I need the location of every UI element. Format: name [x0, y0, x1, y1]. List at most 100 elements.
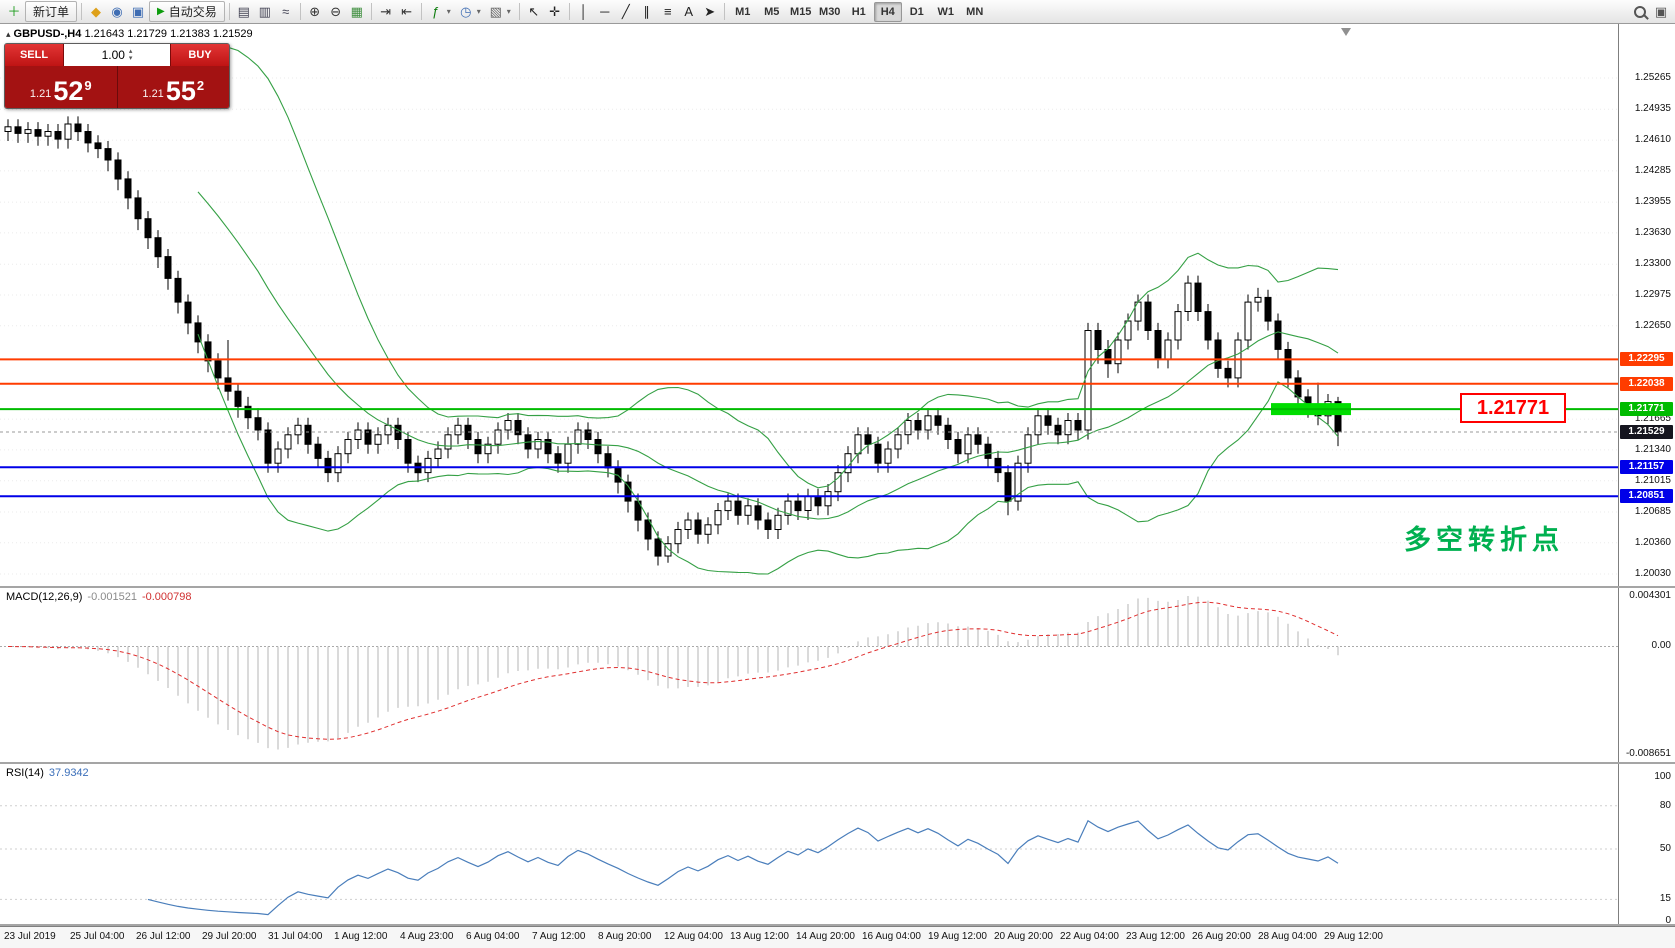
guide-icon[interactable]: ◆	[91, 3, 102, 19]
arrows-icon[interactable]: ➤	[704, 3, 716, 19]
templates-icon[interactable]: ▧	[489, 3, 502, 19]
price-badge-1.21157[interactable]: 1.21157	[1620, 460, 1673, 474]
candlestick-chart-icon[interactable]: ▥	[258, 3, 271, 19]
macd-panel[interactable]: MACD(12,26,9) -0.001521 -0.000798	[0, 588, 1618, 762]
rsi-axis-80: 80	[1659, 800, 1671, 811]
cursor-icon[interactable]: ↖	[528, 3, 540, 19]
sell-button[interactable]: SELL	[5, 44, 63, 66]
toolbar: ＋新订单 ◆ ◉ ▣ ▶ 自动交易 ▤ ▥ ≈ ⊕ ⊖ ▦ ⇥ ⇤ ƒ ▾ ◷ ▾ ▧ ▾ ↖ ✛ │ ─ ╱ ∥ ≡ A ➤ M1 M5 M…	[0, 0, 1675, 24]
periods-icon[interactable]: ◷	[460, 3, 472, 19]
price-tick-label: 1.23955	[1634, 196, 1671, 207]
channel-icon[interactable]: ∥	[643, 3, 650, 19]
chart-shift-marker	[1341, 28, 1351, 36]
timeframe-m1[interactable]: M1	[735, 5, 751, 18]
ohlc-readout: 1.21643 1.21729 1.21383 1.21529	[84, 28, 253, 40]
dropdown-caret-icon[interactable]: ▾	[506, 7, 511, 16]
rsi-chart	[0, 764, 1618, 924]
autotrade-button[interactable]: ▶ 自动交易	[149, 1, 225, 22]
time-label: 20 Aug 20:00	[994, 931, 1053, 942]
bar-chart-icon[interactable]: ▤	[237, 3, 250, 19]
crosshair-icon[interactable]: ✛	[549, 3, 561, 19]
bid-price[interactable]: 1.21 52 9	[5, 66, 118, 108]
time-label: 1 Aug 12:00	[334, 931, 388, 942]
main-chart-panel[interactable]: ▴ GBPUSD-,H4 1.21643 1.21729 1.21383 1.21…	[0, 24, 1618, 586]
profile-icon[interactable]: ◉	[111, 3, 123, 19]
indicators-icon[interactable]: ƒ	[432, 3, 440, 19]
timeframe-d1[interactable]: D1	[909, 5, 924, 18]
timeframe-h1[interactable]: H1	[851, 5, 866, 18]
time-label: 31 Jul 04:00	[268, 931, 323, 942]
volume-input[interactable]: 1.00 ▴ ▾	[63, 44, 171, 66]
timeframe-mn[interactable]: MN	[966, 5, 984, 18]
search-icon[interactable]	[1630, 2, 1650, 22]
new-order-button[interactable]: 新订单	[25, 1, 78, 22]
toolbar-divider	[723, 3, 725, 20]
time-label: 29 Aug 12:00	[1324, 931, 1383, 942]
price-level-label[interactable]: 1.21771	[1460, 393, 1566, 423]
price-tick-label: 1.20360	[1634, 537, 1671, 548]
timeframe-m5[interactable]: M5	[764, 5, 780, 18]
time-label: 13 Aug 12:00	[730, 931, 789, 942]
price-tick-label: 1.24935	[1634, 103, 1671, 114]
price-badge-1.22038[interactable]: 1.22038	[1620, 377, 1673, 391]
price-badge-1.21771[interactable]: 1.21771	[1620, 402, 1673, 416]
timeframe-m30[interactable]: M30	[819, 5, 841, 18]
price-badge-1.21529[interactable]: 1.21529	[1620, 425, 1673, 439]
layout-icon[interactable]: ▣	[1654, 3, 1668, 19]
vertical-line-icon[interactable]: │	[579, 3, 588, 19]
autotrade-button-label: 自动交易	[168, 5, 217, 19]
panel-separator[interactable]	[0, 762, 1675, 764]
price-tick-label: 1.21015	[1634, 475, 1671, 486]
ask-price[interactable]: 1.21 55 2	[142, 76, 205, 106]
auto-scroll-icon[interactable]: ⇥	[380, 3, 392, 19]
rsi-axis-15: 15	[1659, 893, 1671, 904]
text-icon[interactable]: A	[684, 3, 694, 19]
volume-up-icon[interactable]: ▴	[128, 48, 133, 55]
time-label: 4 Aug 23:00	[400, 931, 454, 942]
dropdown-caret-icon[interactable]: ▾	[446, 7, 451, 16]
price-axis[interactable]: 1.25265 1.24935 1.24610 1.24285 1.23955 1.236…	[1618, 24, 1675, 926]
timeframe-m15[interactable]: M15	[790, 5, 812, 18]
panel-separator[interactable]	[0, 586, 1675, 588]
time-axis[interactable]: 23 Jul 2019 25 Jul 04:00 26 Jul 12:00 29 Ju…	[0, 926, 1675, 948]
price-tick-label: 1.22975	[1634, 289, 1671, 300]
timeframe-h4[interactable]: H4	[873, 1, 902, 22]
zoom-in-icon[interactable]: ⊕	[309, 3, 321, 19]
rsi-axis-50: 50	[1659, 843, 1671, 854]
price-tick-label: 1.23630	[1634, 227, 1671, 238]
volume-down-icon[interactable]: ▾	[128, 55, 133, 62]
rsi-axis-0: 0	[1665, 915, 1671, 926]
price-badge-1.22295[interactable]: 1.22295	[1620, 352, 1673, 366]
buy-button[interactable]: BUY	[171, 44, 229, 66]
macd-axis-max: 0.004301	[1629, 590, 1671, 601]
tile-windows-icon[interactable]: ▦	[350, 3, 363, 19]
chart-shift-icon[interactable]: ⇤	[401, 3, 413, 19]
rsi-panel[interactable]: RSI(14) 37.9342	[0, 764, 1618, 924]
fibonacci-icon[interactable]: ≡	[663, 3, 672, 19]
timeframe-w1[interactable]: W1	[937, 5, 954, 18]
horizontal-line-icon[interactable]: ─	[600, 3, 610, 19]
time-label: 25 Jul 04:00	[70, 931, 125, 942]
community-icon[interactable]: ▣	[131, 3, 145, 19]
price-badge-1.20851[interactable]: 1.20851	[1620, 489, 1673, 503]
rsi-label: RSI(14) 37.9342	[6, 767, 89, 779]
price-tick-label: 1.21340	[1634, 444, 1671, 455]
chart-title: ▴ GBPUSD-,H4 1.21643 1.21729 1.21383 1.21…	[6, 28, 253, 40]
price-tick-label: 1.24285	[1634, 165, 1671, 176]
line-chart-icon[interactable]: ≈	[282, 3, 290, 19]
trendline-icon[interactable]: ╱	[621, 3, 630, 19]
zoom-out-icon[interactable]: ⊖	[330, 3, 342, 19]
price-tick-label: 1.22650	[1634, 320, 1671, 331]
collapse-panel-icon[interactable]: ▴	[6, 29, 11, 39]
macd-label: MACD(12,26,9) -0.001521 -0.000798	[6, 591, 192, 603]
annotation-text: 多空转折点	[1404, 525, 1564, 555]
time-label: 7 Aug 12:00	[532, 931, 586, 942]
time-label: 14 Aug 20:00	[796, 931, 855, 942]
new-order-icon[interactable]: ＋	[7, 3, 21, 19]
dropdown-caret-icon[interactable]: ▾	[476, 7, 481, 16]
macd-chart	[0, 588, 1618, 762]
candlestick-chart[interactable]	[0, 24, 1618, 586]
panel-separator[interactable]	[0, 924, 1675, 926]
autotrade-button-icon: ▶	[157, 6, 165, 17]
